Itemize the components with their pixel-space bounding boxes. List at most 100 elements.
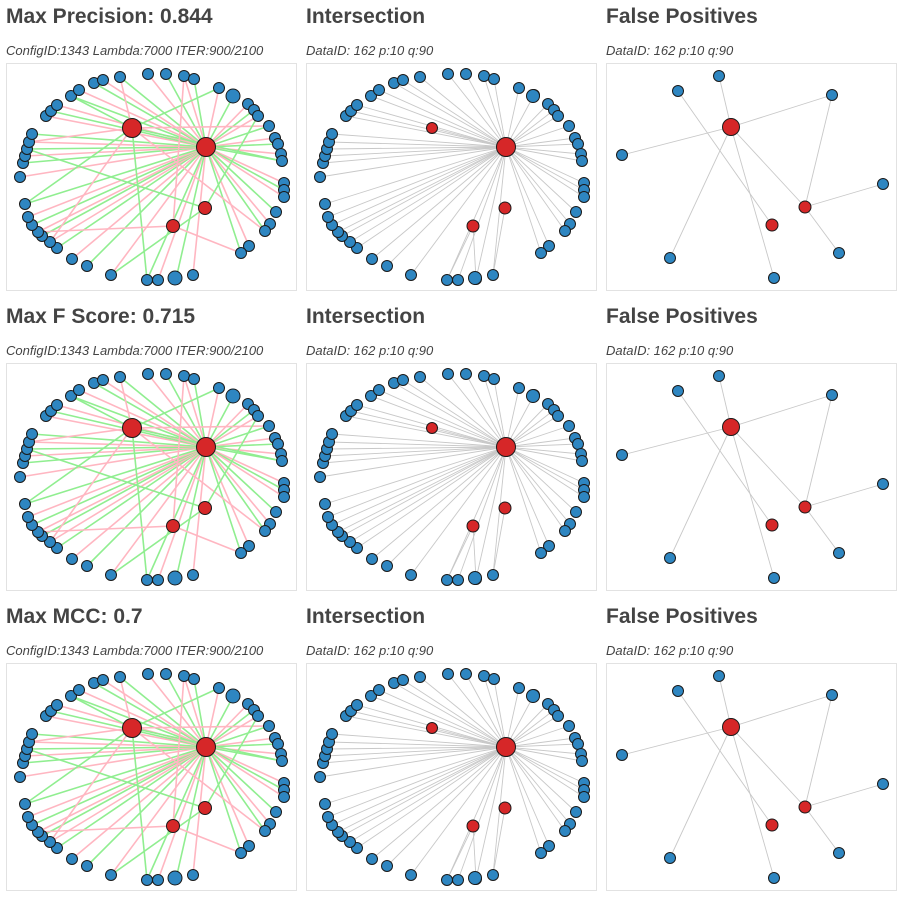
blue-node — [559, 525, 571, 537]
blue-node — [366, 853, 378, 865]
blue-node-large — [526, 389, 540, 403]
blue-node — [81, 860, 93, 872]
graph-edge — [345, 715, 507, 748]
panel-title: Max MCC: 0.7 — [6, 605, 143, 628]
blue-node — [460, 368, 472, 380]
graph-edge — [621, 726, 732, 756]
graph-edge — [356, 746, 507, 849]
graph-edge — [205, 746, 282, 755]
blue-node — [22, 511, 34, 523]
false-positives-network-panel — [606, 363, 897, 591]
graph-edge — [326, 146, 507, 150]
panel-subtitle: ConfigID:1343 Lambda:7000 ITER:900/2100 — [6, 643, 264, 658]
graph-edge — [70, 695, 133, 729]
blue-node-large — [167, 270, 183, 286]
graph-edge — [28, 141, 207, 148]
graph-edge — [446, 825, 474, 881]
graph-edge — [205, 146, 277, 213]
graph-edge — [341, 746, 507, 837]
graph-edge — [327, 746, 507, 818]
graph-edge — [505, 146, 542, 254]
graph-edge — [337, 146, 507, 233]
graph-edge — [37, 225, 174, 233]
blue-node — [278, 791, 290, 803]
graph-edge — [28, 727, 133, 743]
blue-node — [114, 71, 126, 83]
graph-edge — [349, 146, 507, 243]
panel-title: False Positives — [606, 5, 758, 28]
graph-edge — [193, 378, 207, 448]
blue-node — [559, 825, 571, 837]
blue-node — [319, 498, 331, 510]
blue-node — [487, 269, 499, 281]
blue-node — [97, 674, 109, 686]
red-node — [765, 818, 779, 832]
graph-edge — [205, 446, 277, 513]
blue-node — [543, 840, 555, 852]
graph-edge — [341, 446, 507, 537]
graph-edge — [324, 446, 507, 457]
graph-edge — [119, 76, 207, 148]
graph-edge — [205, 446, 282, 455]
blue-node — [252, 110, 264, 122]
blue-node — [276, 455, 288, 467]
graph-edge — [205, 137, 276, 148]
blue-node — [65, 690, 77, 702]
graph-edge — [26, 148, 206, 209]
graph-edge — [205, 715, 259, 748]
graph-edge — [22, 746, 207, 764]
blue-node — [272, 138, 284, 150]
graph-edge — [804, 94, 833, 208]
blue-node — [188, 73, 200, 85]
blue-node — [26, 728, 38, 740]
blue-node — [543, 240, 555, 252]
graph-edge — [378, 89, 507, 148]
graph-edge — [24, 746, 207, 805]
graph-edge — [505, 446, 585, 484]
blue-node — [543, 540, 555, 552]
graph-edge — [327, 446, 507, 518]
blue-node — [487, 869, 499, 881]
panel-title: False Positives — [606, 605, 758, 628]
blue-node — [65, 390, 77, 402]
graph-edge — [319, 446, 507, 478]
blue-node — [366, 253, 378, 265]
graph-edge — [505, 446, 585, 491]
graph-edge — [319, 746, 507, 778]
red-node-large — [722, 418, 740, 436]
graph-edge — [493, 378, 507, 448]
graph-edge — [205, 415, 259, 448]
graph-edge — [410, 146, 507, 276]
blue-node — [442, 368, 454, 380]
graph-edge — [172, 225, 242, 254]
blue-node — [664, 552, 676, 564]
graph-edge — [328, 141, 507, 148]
red-node-large — [496, 137, 516, 157]
blue-node — [826, 89, 838, 101]
graph-edge — [349, 746, 507, 843]
graph-edge — [131, 425, 270, 429]
graph-edge — [465, 373, 507, 448]
graph-edge — [475, 146, 507, 280]
blue-node — [351, 99, 363, 111]
graph-edge — [505, 725, 570, 748]
blue-node — [713, 670, 725, 682]
blue-node — [114, 371, 126, 383]
blue-node — [441, 574, 453, 586]
blue-node — [142, 68, 154, 80]
graph-edge — [378, 389, 507, 448]
graph-edge — [328, 741, 507, 748]
panel-subtitle: DataID: 162 p:10 q:90 — [306, 643, 434, 658]
red-node — [498, 801, 512, 815]
red-node-large — [722, 118, 740, 136]
blue-node — [405, 269, 417, 281]
graph-edge — [41, 446, 207, 537]
graph-edge — [131, 127, 266, 232]
graph-edge — [49, 727, 133, 843]
graph-edge — [205, 146, 285, 184]
blue-node — [243, 240, 255, 252]
graph-edge — [26, 746, 207, 750]
intersection-network-panel — [306, 63, 597, 291]
blue-node — [441, 874, 453, 886]
graph-edge — [26, 448, 206, 509]
